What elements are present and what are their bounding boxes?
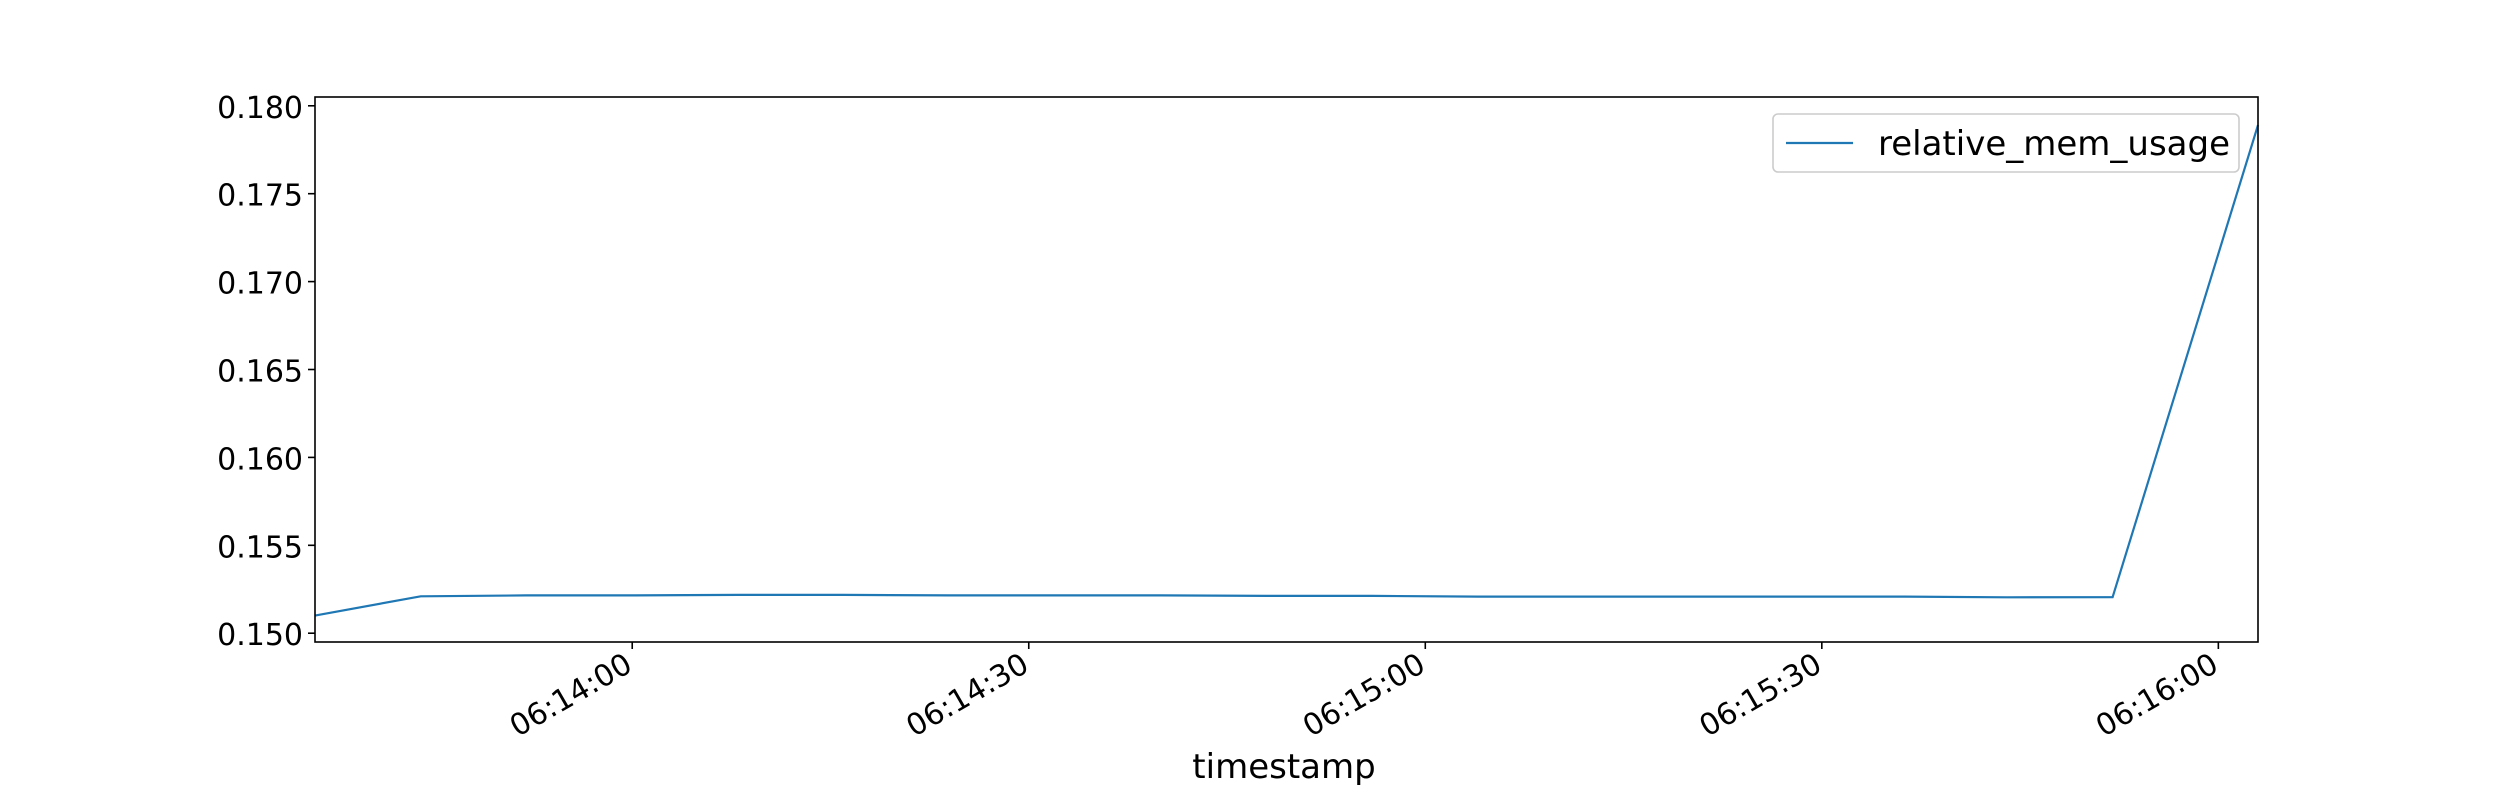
plot-area: 0.150 0.155 0.160 0.165 0.170 0.175 0.180 06:14…	[217, 91, 2260, 745]
legend-box	[1772, 113, 2240, 173]
x-tick-label: 06:15:00	[1297, 647, 1431, 745]
legend: relative_mem_usage	[1772, 113, 2240, 173]
x-tick-label: 06:16:00	[2090, 647, 2224, 745]
y-tick-label: 0.180	[217, 91, 303, 126]
y-tick-label: 0.155	[217, 530, 303, 565]
x-tick-label: 06:15:30	[1694, 647, 1828, 745]
legend-label: relative_mem_usage	[1878, 124, 2230, 164]
y-tick-label: 0.175	[217, 179, 303, 214]
x-axis-label: timestamp	[1192, 747, 1375, 787]
series-line	[314, 124, 2260, 617]
plot-frame	[314, 96, 2259, 643]
x-tick-label: 06:14:30	[901, 647, 1035, 745]
y-tick-label: 0.170	[217, 267, 303, 302]
x-tick-label: 06:14:00	[504, 647, 638, 745]
y-tick-label: 0.165	[217, 355, 303, 390]
y-tick-label: 0.150	[217, 618, 303, 653]
y-tick-label: 0.160	[217, 442, 303, 477]
